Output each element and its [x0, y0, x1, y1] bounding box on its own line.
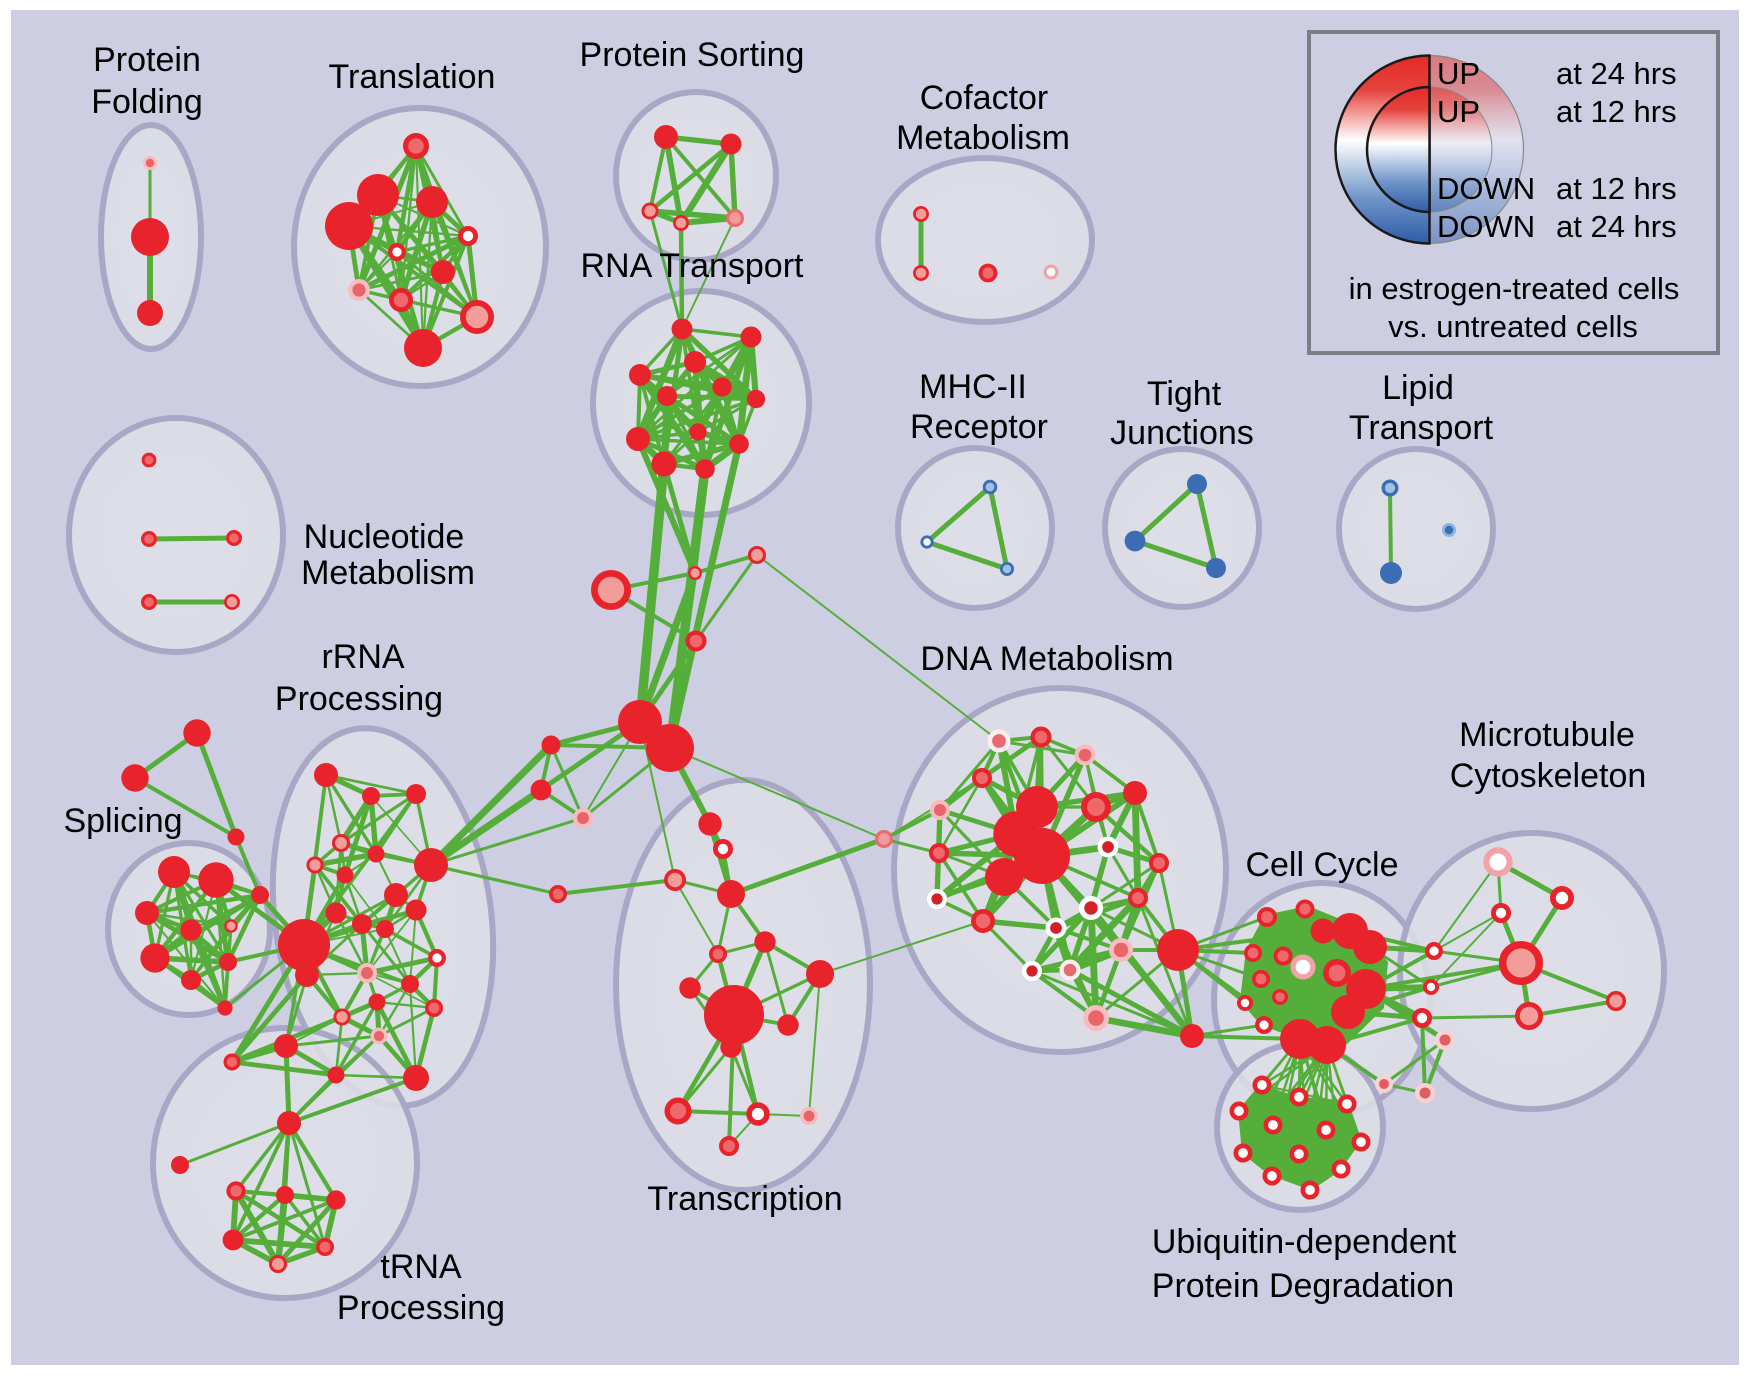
svg-text:at 24 hrs: at 24 hrs [1556, 56, 1677, 91]
svg-text:Cell Cycle: Cell Cycle [1245, 846, 1398, 884]
svg-text:tRNA: tRNA [380, 1248, 462, 1286]
svg-text:Protein Degradation: Protein Degradation [1152, 1267, 1454, 1305]
svg-text:rRNA: rRNA [321, 638, 404, 676]
svg-text:at 24 hrs: at 24 hrs [1556, 209, 1677, 244]
svg-text:Receptor: Receptor [910, 408, 1048, 446]
svg-text:DOWN: DOWN [1437, 209, 1535, 244]
svg-text:DNA Metabolism: DNA Metabolism [920, 640, 1173, 678]
svg-text:Processing: Processing [337, 1289, 505, 1327]
svg-text:Cofactor: Cofactor [920, 79, 1049, 117]
svg-text:Folding: Folding [91, 83, 203, 121]
svg-text:Splicing: Splicing [63, 802, 182, 840]
svg-text:Nucleotide: Nucleotide [304, 518, 465, 556]
svg-text:Transcription: Transcription [647, 1180, 842, 1218]
svg-text:MHC-II: MHC-II [919, 368, 1027, 406]
svg-text:Protein: Protein [93, 41, 201, 79]
svg-text:UP: UP [1437, 94, 1480, 129]
svg-text:in estrogen-treated cells: in estrogen-treated cells [1349, 271, 1680, 306]
svg-text:Transport: Transport [1349, 409, 1494, 447]
svg-text:Cytoskeleton: Cytoskeleton [1450, 757, 1647, 795]
svg-text:Ubiquitin-dependent: Ubiquitin-dependent [1152, 1223, 1457, 1261]
svg-text:Tight: Tight [1147, 375, 1222, 413]
svg-text:Processing: Processing [275, 680, 443, 718]
svg-text:Lipid: Lipid [1382, 369, 1454, 407]
svg-text:Translation: Translation [329, 58, 496, 96]
svg-text:Protein Sorting: Protein Sorting [580, 36, 805, 74]
svg-text:UP: UP [1437, 56, 1480, 91]
svg-text:vs. untreated cells: vs. untreated cells [1388, 309, 1638, 344]
svg-text:Metabolism: Metabolism [896, 119, 1070, 157]
svg-text:Junctions: Junctions [1110, 414, 1254, 452]
svg-text:DOWN: DOWN [1437, 171, 1535, 206]
svg-text:at 12 hrs: at 12 hrs [1556, 171, 1677, 206]
svg-text:RNA Transport: RNA Transport [581, 247, 805, 285]
svg-text:Metabolism: Metabolism [301, 554, 475, 592]
svg-text:Microtubule: Microtubule [1459, 716, 1635, 754]
svg-text:at 12 hrs: at 12 hrs [1556, 94, 1677, 129]
